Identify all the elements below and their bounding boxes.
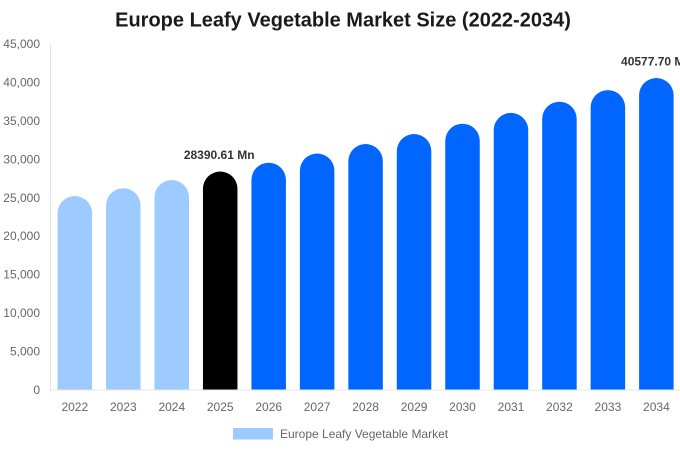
svg-text:2022: 2022	[61, 400, 88, 414]
svg-text:10,000: 10,000	[3, 306, 40, 320]
svg-text:0: 0	[33, 383, 40, 397]
svg-text:5,000: 5,000	[10, 344, 40, 358]
svg-text:25,000: 25,000	[3, 191, 40, 205]
svg-text:45,000: 45,000	[3, 37, 40, 51]
svg-text:2024: 2024	[158, 400, 185, 414]
svg-text:Europe Leafy Vegetable Market: Europe Leafy Vegetable Market Size (2022…	[115, 10, 571, 32]
svg-text:2031: 2031	[498, 400, 525, 414]
svg-text:20,000: 20,000	[3, 229, 40, 243]
svg-text:2032: 2032	[546, 400, 573, 414]
svg-text:40577.70 Mn: 40577.70 Mn	[621, 55, 680, 69]
svg-text:2023: 2023	[110, 400, 137, 414]
svg-text:2030: 2030	[449, 400, 476, 414]
svg-text:30,000: 30,000	[3, 152, 40, 166]
svg-text:2033: 2033	[595, 400, 622, 414]
svg-text:40,000: 40,000	[3, 76, 40, 90]
svg-text:2028: 2028	[352, 400, 379, 414]
svg-text:15,000: 15,000	[3, 268, 40, 282]
svg-text:2026: 2026	[255, 400, 282, 414]
svg-text:2025: 2025	[207, 400, 234, 414]
svg-text:28390.61 Mn: 28390.61 Mn	[184, 148, 255, 162]
svg-text:2029: 2029	[401, 400, 428, 414]
svg-text:35,000: 35,000	[3, 114, 40, 128]
svg-text:2034: 2034	[643, 400, 670, 414]
svg-text:2027: 2027	[304, 400, 331, 414]
svg-text:Europe Leafy Vegetable Market: Europe Leafy Vegetable Market	[280, 427, 449, 441]
